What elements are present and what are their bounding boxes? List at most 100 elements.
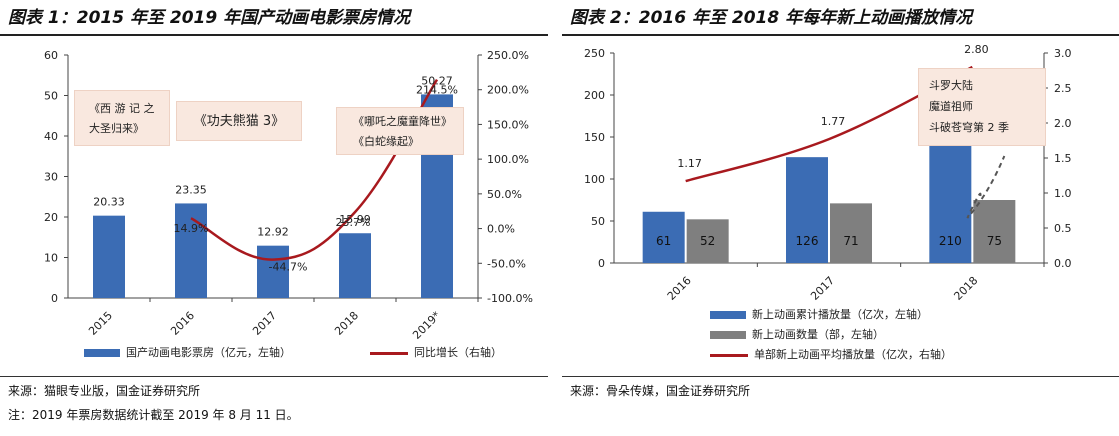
annotation-line: 《功夫熊猫 3》 xyxy=(193,114,285,129)
title-rule xyxy=(0,34,548,36)
legend-item-box-office: 国产动画电影票房（亿元，左轴） xyxy=(84,344,291,360)
y-tick-label-left: 20 xyxy=(44,211,58,224)
bar-value-label: 15.99 xyxy=(339,213,371,226)
y-tick-label-right: 100.0% xyxy=(487,153,529,166)
y-tick-label-left: 50 xyxy=(44,90,58,103)
x-tick-label: 2019* xyxy=(410,309,443,342)
bar-value-label: 210 xyxy=(939,234,962,248)
chart-title: 图表 1：2015 年至 2019 年国产动画电影票房情况 xyxy=(8,8,411,28)
x-tick-label: 2016 xyxy=(168,309,197,338)
growth-value-label: 214.5% xyxy=(416,84,458,97)
legend-label: 同比增长（右轴） xyxy=(414,346,502,359)
avg-value-label: 1.17 xyxy=(677,157,702,170)
y-tick-label-left: 250 xyxy=(584,47,605,60)
annotation-xiyouji: 《西 游 记 之 大圣归来》 xyxy=(74,90,170,146)
x-tick-label: 2016 xyxy=(665,274,694,303)
bar-anime-count xyxy=(973,200,1016,263)
legend-item-cum-views: 新上动画累计播放量（亿次，左轴） xyxy=(710,306,928,322)
legend-item-avg: 单部新上动画平均播放量（亿次，右轴） xyxy=(710,346,952,362)
anime-views-chart: 0 50 100 150 200 250 0.0 0.5 1.0 1.5 2.0 2.5 3.0 2016… xyxy=(584,43,1072,303)
annotation-nezha: 《哪吒之魔童降世》 《白蛇缘起》 xyxy=(336,107,464,155)
chart-panel-box-office: 图表 1：2015 年至 2019 年国产动画电影票房情况 0 10 20 30 40 5… xyxy=(0,0,548,436)
y-tick-label-left: 50 xyxy=(591,215,605,228)
annotation-line: 斗破苍穹第 2 季 xyxy=(929,121,1009,134)
annotation-kungfu-panda: 《功夫熊猫 3》 xyxy=(176,101,302,141)
x-tick-label: 2017 xyxy=(250,309,279,338)
chart-legend: 新上动画累计播放量（亿次，左轴） 新上动画数量（部，左轴） 单部新上动画平均播放… xyxy=(710,306,1090,366)
bar-value-label: 20.33 xyxy=(93,196,125,209)
y-tick-label-left: 60 xyxy=(44,49,58,62)
y-tick-label-left: 30 xyxy=(44,171,58,184)
source-rule xyxy=(562,376,1119,377)
y-tick-label-right: 50.0% xyxy=(487,188,522,201)
legend-swatch xyxy=(710,331,746,339)
legend-label: 单部新上动画平均播放量（亿次，右轴） xyxy=(754,348,952,361)
legend-swatch xyxy=(370,351,408,355)
y-tick-label-right: 1.0 xyxy=(1054,187,1072,200)
y-tick-label-right: 3.0 xyxy=(1054,47,1072,60)
bar-cum-views xyxy=(642,211,685,263)
chart-panel-anime-views: 图表 2：2016 年至 2018 年每年新上动画播放情况 0 50 100 150 2… xyxy=(562,0,1119,436)
annotation-line: 《西 游 记 之 xyxy=(89,102,155,115)
legend-swatch xyxy=(710,311,746,319)
bar-box-office xyxy=(175,203,207,298)
y-tick-label-left: 0 xyxy=(51,292,58,305)
x-tick-label: 2017 xyxy=(808,274,837,303)
annotation-line: 大圣归来》 xyxy=(89,122,144,135)
y-tick-label-left: 150 xyxy=(584,131,605,144)
x-tick-label: 2015 xyxy=(86,309,115,338)
bar-value-label: 71 xyxy=(843,234,858,248)
bar-value-label: 12.92 xyxy=(257,226,289,239)
source-rule xyxy=(0,376,548,377)
y-tick-label-right: -50.0% xyxy=(487,257,526,270)
annotation-2018-titles: 斗罗大陆 魔道祖师 斗破苍穹第 2 季 xyxy=(918,68,1046,146)
bar-value-label: 61 xyxy=(656,234,671,248)
source-text: 来源：猫眼专业版，国金证券研究所 xyxy=(8,384,201,398)
chart-legend: 国产动画电影票房（亿元，左轴） 同比增长（右轴） xyxy=(84,342,524,362)
box-office-chart: 0 10 20 30 40 50 60 -100.0% -50.0% 0.0% 50.0% 100.0… xyxy=(44,49,533,342)
y-tick-label-right: 250.0% xyxy=(487,49,529,62)
title-rule xyxy=(562,34,1119,36)
y-tick-label-left: 100 xyxy=(584,173,605,186)
y-tick-label-right: 0.0% xyxy=(487,223,515,236)
y-tick-label-right: 200.0% xyxy=(487,84,529,97)
bar-value-label: 23.35 xyxy=(175,183,207,196)
growth-value-label: 14.9% xyxy=(174,222,209,235)
bar-cum-views xyxy=(786,157,828,263)
bar-value-label: 126 xyxy=(796,234,819,248)
x-tick-label: 2018 xyxy=(332,309,361,338)
y-tick-label-right: 150.0% xyxy=(487,118,529,131)
annotation-pointer xyxy=(966,155,1006,219)
growth-value-label: 23.7% xyxy=(336,216,371,229)
legend-item-count: 新上动画数量（部，左轴） xyxy=(710,326,884,342)
y-tick-label-left: 10 xyxy=(44,252,58,265)
y-tick-label-left: 200 xyxy=(584,89,605,102)
avg-value-label: 2.80 xyxy=(964,43,989,56)
legend-label: 国产动画电影票房（亿元，左轴） xyxy=(126,346,291,359)
y-tick-label-right: 0.5 xyxy=(1054,222,1072,235)
legend-label: 新上动画数量（部，左轴） xyxy=(752,328,884,341)
y-tick-label-right: 2.0 xyxy=(1054,117,1072,130)
y-tick-label-right: 1.5 xyxy=(1054,152,1072,165)
bar-value-label: 75 xyxy=(987,234,1002,248)
legend-label: 新上动画累计播放量（亿次，左轴） xyxy=(752,308,928,321)
bar-box-office xyxy=(257,245,289,298)
annotation-line: 《白蛇缘起》 xyxy=(353,135,419,148)
y-tick-label-left: 40 xyxy=(44,130,58,143)
bar-value-label: 50.27 xyxy=(421,74,453,87)
bar-anime-count xyxy=(686,219,729,263)
bar-anime-count xyxy=(830,203,872,263)
y-tick-label-right: 0.0 xyxy=(1054,257,1072,270)
legend-swatch xyxy=(710,353,748,357)
bar-box-office xyxy=(339,233,371,298)
chart-title: 图表 2：2016 年至 2018 年每年新上动画播放情况 xyxy=(570,8,973,28)
y-tick-label-right: 2.5 xyxy=(1054,82,1072,95)
annotation-line: 斗罗大陆 xyxy=(929,79,973,92)
growth-value-label: -44.7% xyxy=(269,261,308,274)
y-tick-label-left: 0 xyxy=(598,257,605,270)
bar-box-office xyxy=(93,215,125,298)
legend-item-growth: 同比增长（右轴） xyxy=(370,344,502,360)
x-tick-label: 2018 xyxy=(951,274,980,303)
y-tick-label-right: -100.0% xyxy=(487,292,533,305)
legend-swatch xyxy=(84,349,120,357)
